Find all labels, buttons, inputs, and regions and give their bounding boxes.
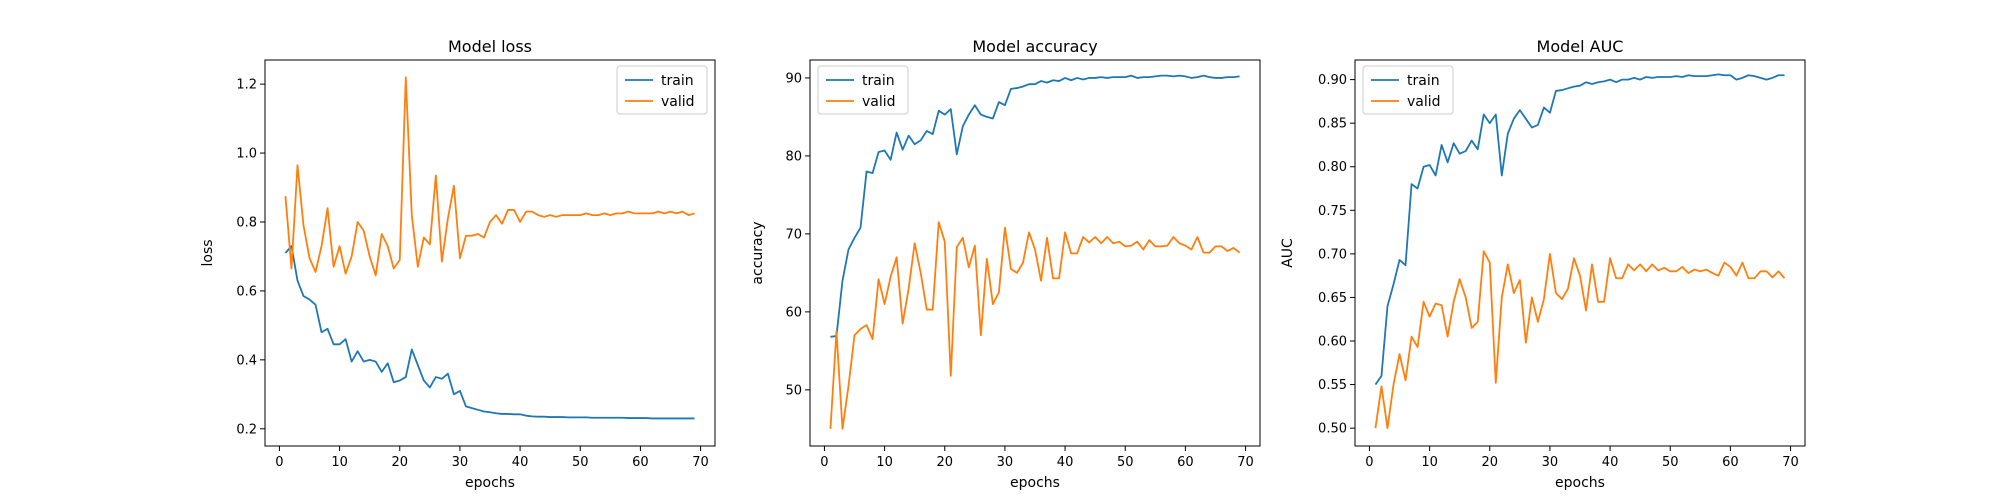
- series-line-valid: [284, 76, 695, 277]
- y-tick-label: 0.90: [1318, 73, 1347, 88]
- plot-frame: [264, 59, 716, 447]
- series-line-train: [830, 74, 1240, 338]
- chart-title: Model loss: [448, 37, 532, 56]
- y-tick-label: 0.75: [1318, 204, 1347, 219]
- x-tick-label: 50: [572, 455, 589, 470]
- x-tick-label: 30: [1542, 455, 1559, 470]
- y-tick-label: 60: [785, 305, 802, 320]
- legend: train valid: [1362, 65, 1454, 115]
- panel-accuracy: 0 10 20 30 40 50 60 70 50 60 70 80 90 Model accuracy…: [750, 37, 1261, 491]
- y-tick-label: 0.85: [1318, 117, 1347, 132]
- panel-loss: 0 10 20 30 40 50 60 70 0.2 0.4 0.6 0.8 1.0 1.2 Model …: [200, 37, 716, 491]
- x-tick-label: 70: [1237, 455, 1254, 470]
- legend-label-train: train: [661, 73, 694, 89]
- y-tick-label: 0.6: [236, 284, 257, 299]
- x-tick-label: 70: [692, 455, 709, 470]
- y-tick-label: 0.70: [1318, 247, 1347, 262]
- y-tick-label: 0.50: [1318, 422, 1347, 437]
- chart-title: Model accuracy: [972, 37, 1097, 56]
- legend-label-valid: valid: [862, 94, 896, 110]
- y-axis-label: loss: [200, 239, 216, 266]
- y-tick-label: 70: [785, 227, 802, 242]
- legend-box: [616, 65, 708, 115]
- x-tick-label: 50: [1117, 455, 1134, 470]
- legend: train valid: [817, 65, 909, 115]
- series-line-train: [284, 245, 695, 420]
- plot-frame: [809, 59, 1261, 447]
- y-tick-label: 0.4: [236, 353, 257, 368]
- legend-label-valid: valid: [661, 94, 695, 110]
- x-tick-label: 60: [1722, 455, 1739, 470]
- y-tick-label: 0.55: [1318, 378, 1347, 393]
- y-tick-label: 0.8: [236, 215, 257, 230]
- y-tick-label: 0.2: [236, 422, 257, 437]
- x-tick-label: 20: [391, 455, 408, 470]
- y-tick-label: 1.0: [236, 147, 257, 162]
- legend-label-train: train: [1407, 73, 1440, 89]
- x-tick-label: 60: [632, 455, 649, 470]
- y-tick-label: 1.2: [236, 78, 257, 93]
- x-tick-label: 30: [997, 455, 1014, 470]
- series-line-train: [1374, 73, 1785, 386]
- x-axis-label: epochs: [465, 475, 515, 491]
- plot-frame: [1354, 59, 1806, 447]
- y-axis-label: accuracy: [750, 221, 766, 284]
- panel-auc: 0 10 20 30 40 50 60 70 0.50 0.55 0.60 0.65 0.70 0.75 0…: [1280, 37, 1806, 491]
- x-tick-label: 20: [936, 455, 953, 470]
- chart-title: Model AUC: [1537, 37, 1624, 56]
- legend-label-valid: valid: [1407, 94, 1441, 110]
- legend-box: [817, 65, 909, 115]
- y-tick-label: 0.80: [1318, 160, 1347, 175]
- y-axis-label: AUC: [1280, 238, 1296, 268]
- x-tick-label: 40: [512, 455, 529, 470]
- legend: train valid: [616, 65, 708, 115]
- series-line-valid: [829, 221, 1241, 430]
- y-tick-label: 0.65: [1318, 291, 1347, 306]
- y-tick-label: 90: [785, 71, 802, 86]
- x-tick-label: 40: [1057, 455, 1074, 470]
- x-axis-label: epochs: [1010, 475, 1060, 491]
- y-tick-label: 50: [785, 383, 802, 398]
- x-tick-label: 70: [1782, 455, 1799, 470]
- x-tick-label: 30: [452, 455, 469, 470]
- x-tick-label: 0: [1365, 455, 1373, 470]
- x-tick-label: 0: [820, 455, 828, 470]
- x-tick-label: 40: [1602, 455, 1619, 470]
- x-tick-label: 0: [275, 455, 283, 470]
- x-tick-label: 60: [1177, 455, 1194, 470]
- x-tick-label: 10: [331, 455, 348, 470]
- y-tick-label: 0.60: [1318, 335, 1347, 350]
- series-line-valid: [1374, 250, 1786, 430]
- x-axis-label: epochs: [1555, 475, 1605, 491]
- x-tick-label: 20: [1481, 455, 1498, 470]
- legend-label-train: train: [862, 73, 895, 89]
- x-tick-label: 50: [1662, 455, 1679, 470]
- x-tick-label: 10: [1421, 455, 1438, 470]
- legend-box: [1362, 65, 1454, 115]
- x-tick-label: 10: [876, 455, 893, 470]
- y-tick-label: 80: [785, 149, 802, 164]
